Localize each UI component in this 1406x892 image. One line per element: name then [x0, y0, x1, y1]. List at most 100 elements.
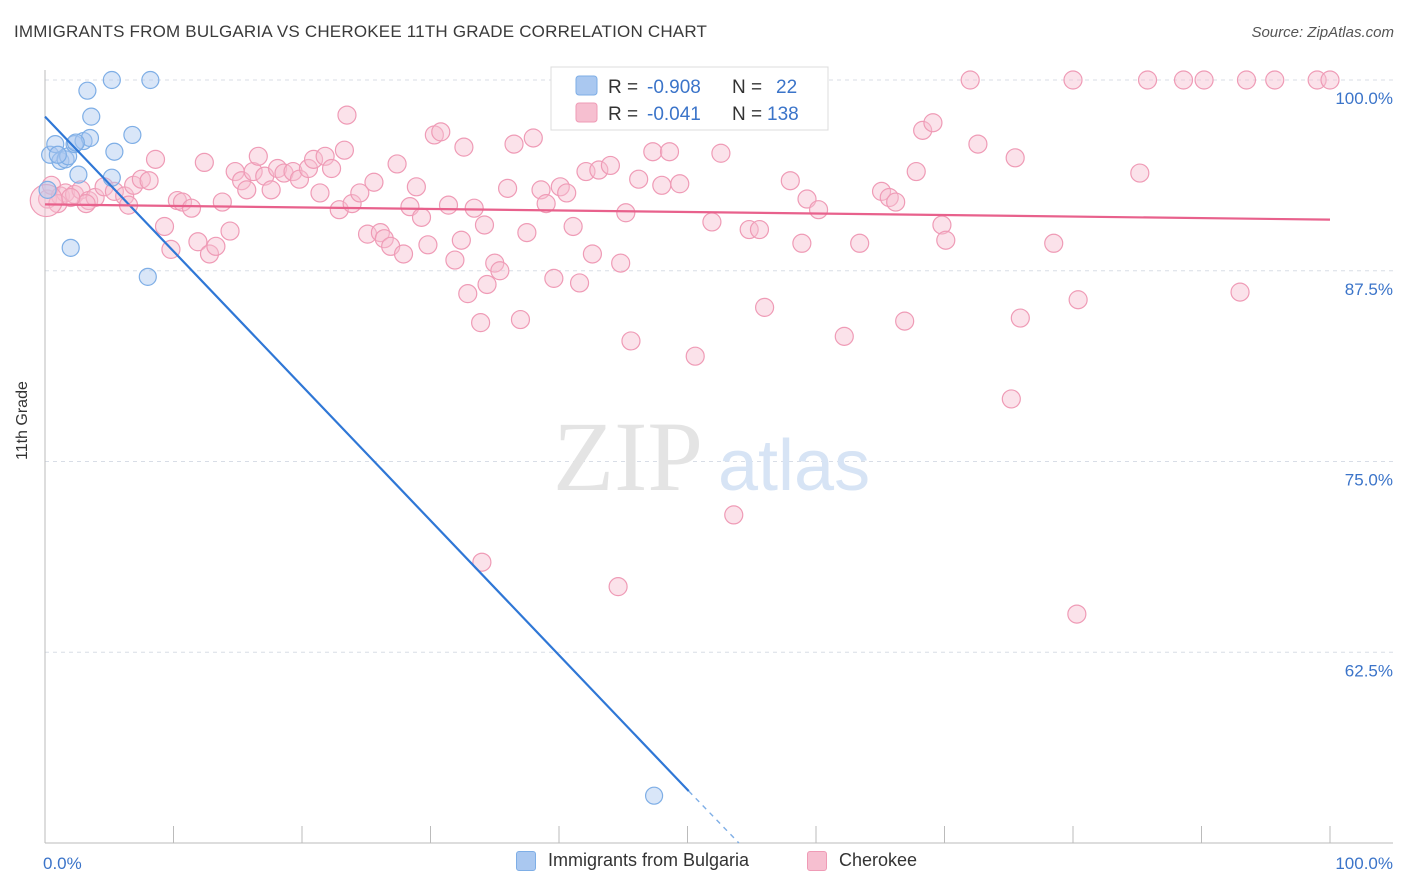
bulgaria-point	[38, 180, 57, 199]
cherokee-point	[406, 177, 426, 197]
correlation-legend: R = -0.908 N = 22 R = -0.041 N = 138	[550, 66, 829, 131]
legend-r-label: R =	[608, 77, 638, 98]
bulgaria-point	[46, 134, 65, 154]
cherokee-point	[181, 198, 202, 218]
cherokee-point	[739, 219, 759, 240]
legend-label-bulgaria: Immigrants from Bulgaria	[548, 850, 750, 870]
cherokee-point	[243, 161, 263, 182]
x-tick-label: 0.0%	[43, 854, 82, 873]
cherokee-point	[104, 181, 124, 201]
cherokee-point	[334, 140, 355, 160]
y-tick-label: 100.0%	[1335, 89, 1393, 108]
bulgaria-point	[78, 81, 97, 100]
cherokee-point	[1236, 70, 1257, 90]
cherokee-point	[350, 183, 370, 203]
cherokee-point	[1010, 308, 1030, 328]
cherokee-point	[670, 174, 690, 194]
cherokee-point	[608, 577, 628, 597]
tick-labels: 100.0% 87.5% 75.0% 62.5% 0.0% 100.0%	[43, 89, 1393, 873]
cherokee-point	[431, 122, 451, 142]
cherokee-point	[871, 181, 892, 201]
cherokee-point	[1137, 70, 1158, 90]
cherokee-point	[124, 175, 144, 195]
cherokee-point	[968, 134, 988, 154]
cherokee-point	[471, 313, 491, 333]
cherokee-point	[557, 183, 577, 203]
cherokee-point	[582, 244, 603, 264]
cherokee-point	[418, 235, 438, 255]
cherokee-point	[792, 233, 812, 253]
axes	[44, 70, 1393, 844]
bulgaria-point	[66, 133, 85, 152]
cherokee-trend-line	[44, 203, 1331, 221]
cherokee-point	[960, 70, 980, 90]
cherokee-point	[1265, 70, 1285, 90]
cherokee-point	[589, 160, 609, 180]
legend-swatch-cherokee	[575, 102, 598, 123]
cherokee-point	[711, 143, 731, 163]
bulgaria-point	[61, 238, 80, 257]
legend-r-label: R =	[608, 104, 638, 125]
cherokee-point	[1001, 389, 1021, 409]
cherokee-point	[1067, 604, 1087, 624]
cherokee-point	[374, 229, 394, 249]
bulgaria-trend-line	[44, 115, 690, 792]
chart-title: IMMIGRANTS FROM BULGARIA VS CHEROKEE 11T…	[14, 22, 708, 41]
cherokee-point	[454, 137, 474, 157]
cherokee-point	[523, 128, 543, 148]
cherokee-point	[411, 207, 432, 227]
cherokee-point	[1130, 163, 1150, 183]
cherokee-point	[563, 216, 583, 237]
cherokee-point	[1044, 233, 1064, 253]
cherokee-point	[445, 250, 465, 270]
cherokee-point	[458, 284, 478, 304]
cherokee-point	[1230, 282, 1250, 302]
legend-label-cherokee: Cherokee	[839, 850, 918, 870]
bulgaria-point	[82, 107, 101, 126]
legend-n-value: 22	[776, 77, 797, 98]
cherokee-point	[808, 200, 829, 220]
cherokee-point	[212, 192, 232, 212]
bulgaria-point	[141, 70, 160, 90]
cherokee-point	[643, 142, 663, 162]
legend-item-cherokee[interactable]: Cherokee	[807, 850, 917, 871]
cherokee-point	[886, 192, 906, 212]
y-tick-label: 87.5%	[1345, 280, 1393, 299]
cherokee-point	[536, 194, 556, 214]
cherokee-point	[780, 171, 800, 191]
bulgaria-point	[138, 267, 157, 286]
watermark-zip: ZIP	[553, 401, 703, 512]
cherokee-point	[1173, 70, 1194, 90]
cherokee-point	[659, 142, 680, 162]
cherokee-point	[652, 175, 672, 195]
cherokee-point	[749, 219, 770, 240]
cherokee-point	[517, 223, 537, 243]
cherokee-point	[261, 180, 281, 200]
cherokee-point	[490, 261, 510, 281]
cherokee-point	[754, 297, 775, 317]
cherokee-point	[29, 183, 63, 218]
cherokee-point	[364, 172, 384, 192]
bulgaria-point	[69, 165, 88, 184]
cherokee-point	[298, 158, 319, 179]
bulgaria-points	[38, 70, 664, 805]
legend-r-value: -0.908	[647, 77, 701, 98]
cherokee-point	[906, 161, 926, 182]
cherokee-point	[510, 309, 531, 330]
cherokee-point	[315, 146, 335, 166]
cherokee-point	[220, 221, 240, 241]
cherokee-point	[451, 230, 471, 250]
cherokee-point	[337, 105, 357, 125]
series-legend: Immigrants from Bulgaria Cherokee	[0, 850, 1406, 880]
cherokee-point	[1320, 70, 1340, 90]
bulgaria-point	[48, 145, 67, 164]
cherokee-point	[472, 552, 492, 572]
cherokee-points	[29, 70, 1340, 624]
cherokee-point	[237, 180, 257, 200]
cherokee-point	[1005, 148, 1025, 168]
legend-item-bulgaria[interactable]: Immigrants from Bulgaria	[516, 850, 749, 871]
cherokee-point	[477, 274, 497, 295]
cherokee-point	[569, 273, 590, 293]
cherokee-point	[303, 149, 324, 169]
